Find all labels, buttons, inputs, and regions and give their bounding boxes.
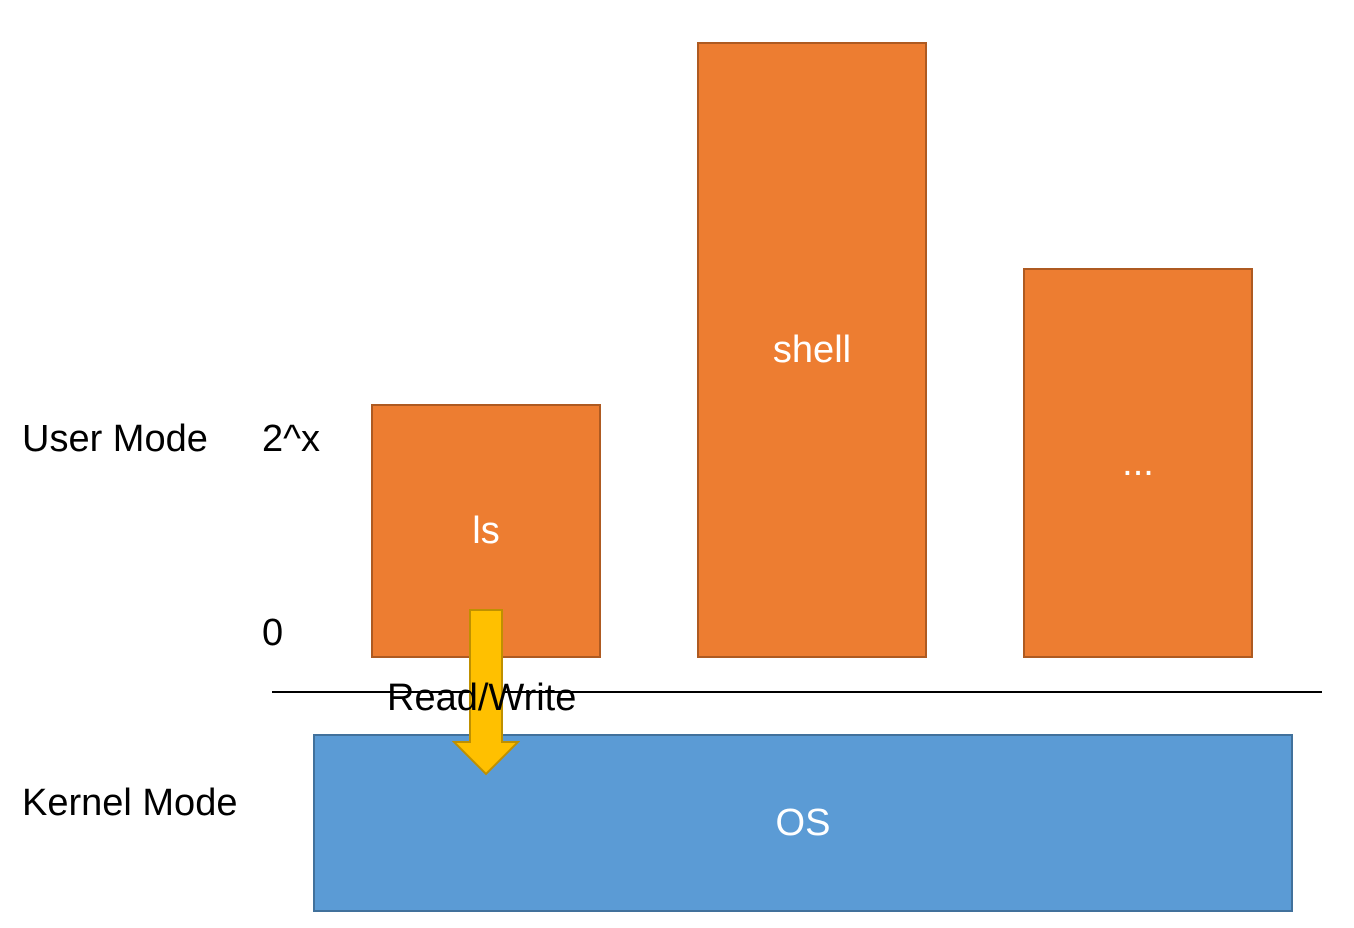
process-label-shell: shell xyxy=(772,328,852,371)
kernel-mode-label: Kernel Mode xyxy=(22,782,238,824)
arrow-shape xyxy=(452,609,520,776)
mode-boundary-line xyxy=(272,691,1322,693)
address-bottom-label: 0 xyxy=(262,612,284,654)
user-mode-label: User Mode xyxy=(22,418,208,460)
process-label-ls: ls xyxy=(472,509,500,552)
process-label-more: ... xyxy=(1122,441,1154,484)
down-arrow-icon xyxy=(452,609,520,776)
address-top-label: 2^x xyxy=(262,418,320,460)
read-write-label: Read/Write xyxy=(387,677,577,719)
os-label: OS xyxy=(775,801,831,844)
process-box-shell: shell xyxy=(697,42,927,658)
process-box-more: ... xyxy=(1023,268,1253,658)
